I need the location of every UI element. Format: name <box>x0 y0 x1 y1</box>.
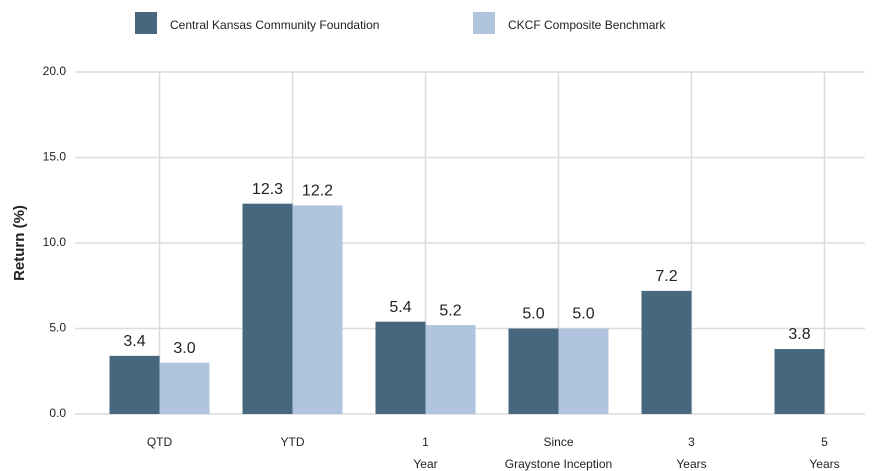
legend-swatch <box>473 12 495 34</box>
legend-swatch <box>135 12 157 34</box>
y-tick-label: 0.0 <box>49 406 66 420</box>
y-tick-label: 15.0 <box>43 150 67 164</box>
x-tick-label: 5 Years <box>809 435 839 471</box>
legend-label: Central Kansas Community Foundation <box>170 18 379 32</box>
bar <box>508 328 559 414</box>
bar <box>774 349 825 414</box>
bar <box>641 290 692 414</box>
x-tick-label-line: 5 <box>821 435 828 449</box>
bar <box>375 321 426 414</box>
bar <box>159 362 210 414</box>
value-label: 5.0 <box>572 306 594 323</box>
y-tick-label: 5.0 <box>49 321 66 335</box>
x-tick-label: QTD <box>147 435 173 449</box>
bar <box>425 325 476 414</box>
x-tick-label-line: Years <box>809 457 839 471</box>
value-label: 3.4 <box>123 333 145 350</box>
value-label: 12.3 <box>252 181 283 198</box>
x-tick-label: 3 Years <box>676 435 706 471</box>
value-label: 12.2 <box>302 183 333 200</box>
x-tick-label: Since Graystone Inception <box>505 435 612 471</box>
x-tick-label: YTD <box>281 435 305 449</box>
y-tick-label: 10.0 <box>43 235 67 249</box>
value-label: 5.0 <box>522 306 544 323</box>
x-tick-label-line: 3 <box>688 435 695 449</box>
bar <box>558 328 609 414</box>
value-label: 5.2 <box>439 302 461 319</box>
value-label: 7.2 <box>655 268 677 285</box>
y-axis-title: Return (%) <box>11 205 28 281</box>
x-tick-label-line: Years <box>676 457 706 471</box>
x-tick-label-line: Graystone Inception <box>505 457 612 471</box>
bar <box>292 205 343 414</box>
y-tick-label: 20.0 <box>43 64 67 78</box>
x-tick-label-line: 1 <box>422 435 429 449</box>
bar <box>242 203 293 414</box>
x-tick-label-line: QTD <box>147 435 173 449</box>
x-tick-label-line: Year <box>413 457 437 471</box>
legend-label: CKCF Composite Benchmark <box>508 18 666 32</box>
x-tick-label: 1 Year <box>413 435 437 471</box>
x-tick-label-line: Since <box>543 435 573 449</box>
x-tick-label-line: YTD <box>281 435 305 449</box>
value-label: 3.0 <box>173 340 195 357</box>
value-label: 3.8 <box>788 326 810 343</box>
value-label: 5.4 <box>389 299 411 316</box>
bar <box>109 355 160 414</box>
